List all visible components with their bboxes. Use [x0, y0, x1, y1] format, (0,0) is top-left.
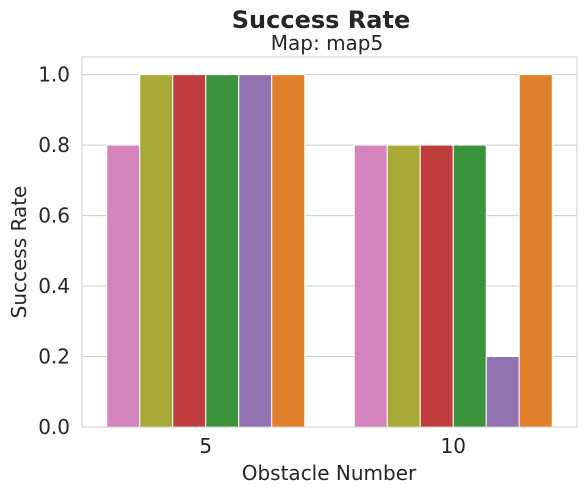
- bar-cat5-series2: [139, 74, 174, 428]
- y-tick-label: 0.8: [38, 133, 70, 157]
- y-tick-label: 0.4: [38, 274, 70, 298]
- bars: [106, 74, 553, 428]
- bar-cat10-series3: [419, 144, 454, 428]
- bar-cat10-series4: [452, 144, 487, 428]
- bar-cat5-series6: [271, 74, 306, 428]
- y-tick-label: 1.0: [38, 63, 70, 87]
- y-tick-label: 0.0: [38, 415, 70, 439]
- bar-cat10-series6: [518, 74, 553, 428]
- chart-subtitle: Map: map5: [271, 31, 383, 55]
- y-tick-label: 0.6: [38, 204, 70, 228]
- bar-cat5-series4: [205, 74, 240, 428]
- bar-cat10-series2: [386, 144, 421, 428]
- bar-cat10-series1: [353, 144, 388, 428]
- x-tick-labels: 5 10: [199, 434, 466, 458]
- x-tick-label: 10: [441, 434, 466, 458]
- x-tick-label: 5: [199, 434, 212, 458]
- bar-cat5-series3: [172, 74, 207, 428]
- bar-cat10-series5: [485, 356, 520, 428]
- y-tick-label: 0.2: [38, 345, 70, 369]
- bar-cat5-series1: [106, 144, 141, 428]
- bar-cat5-series5: [238, 74, 273, 428]
- plot-frame: [81, 56, 578, 428]
- y-axis-label: Success Rate: [7, 186, 31, 319]
- y-tick-labels: 0.0 0.2 0.4 0.6 0.8 1.0: [38, 63, 70, 439]
- x-axis-label: Obstacle Number: [242, 461, 417, 485]
- chart-title: Success Rate: [232, 6, 410, 34]
